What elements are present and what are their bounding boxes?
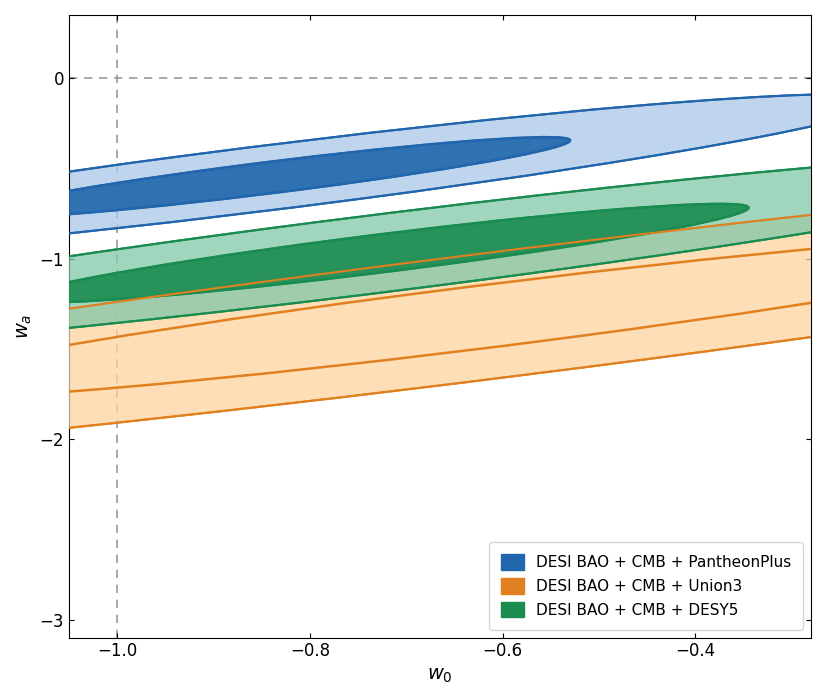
Legend: DESI BAO + CMB + PantheonPlus, DESI BAO + CMB + Union3, DESI BAO + CMB + DESY5: DESI BAO + CMB + PantheonPlus, DESI BAO … bbox=[488, 542, 804, 630]
Y-axis label: $w_a$: $w_a$ bbox=[15, 314, 34, 339]
Ellipse shape bbox=[0, 150, 826, 482]
Ellipse shape bbox=[0, 137, 570, 218]
Ellipse shape bbox=[16, 204, 748, 302]
Ellipse shape bbox=[0, 94, 826, 260]
X-axis label: $w_0$: $w_0$ bbox=[427, 666, 453, 685]
Ellipse shape bbox=[0, 151, 826, 355]
